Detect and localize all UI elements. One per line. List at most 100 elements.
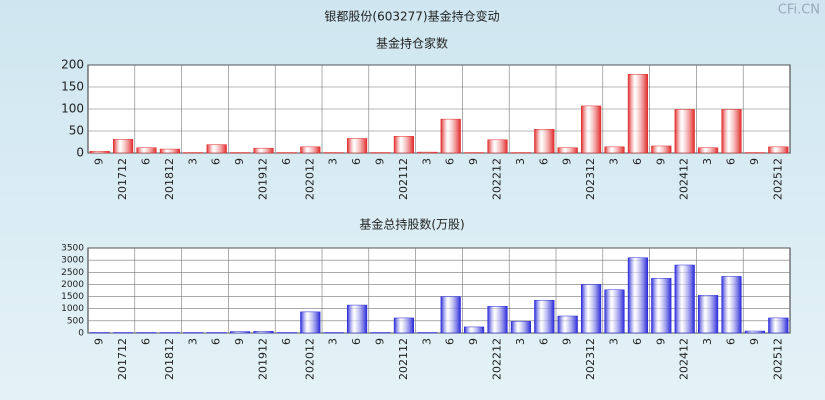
bar: [534, 128, 555, 154]
x-tick-label: 202012: [303, 338, 316, 380]
bar: [89, 150, 110, 154]
x-tick-label: 202112: [397, 338, 410, 380]
bar: [674, 264, 695, 334]
y-tick-label: 3000: [61, 256, 84, 266]
bar: [347, 304, 368, 334]
x-tick-label: 3: [420, 158, 433, 165]
bar: [487, 139, 508, 154]
bar: [393, 136, 414, 154]
x-tick-label: 9: [654, 158, 667, 165]
x-tick-label: 3: [327, 158, 340, 165]
x-tick-label: 3: [186, 338, 199, 345]
x-tick-label: 6: [444, 338, 457, 345]
bar: [557, 315, 578, 334]
bar: [721, 109, 742, 154]
x-tick-label: 3: [186, 158, 199, 165]
bar: [253, 147, 274, 154]
bar: [557, 147, 578, 154]
y-tick-label: 500: [67, 316, 84, 326]
x-tick-label: 201812: [163, 338, 176, 380]
chart-title: 基金持仓家数: [376, 36, 448, 51]
bar: [674, 109, 695, 154]
bar: [159, 148, 180, 154]
y-tick-label: 100: [61, 102, 84, 116]
y-tick-label: 3500: [61, 244, 84, 254]
bar: [581, 284, 602, 334]
bar: [347, 138, 368, 154]
x-tick-label: 202212: [491, 338, 504, 380]
x-tick-label: 6: [350, 338, 363, 345]
bar: [510, 321, 531, 334]
y-tick-label: 1000: [61, 304, 84, 314]
x-tick-label: 6: [140, 158, 153, 165]
bar: [440, 118, 461, 154]
bar: [440, 296, 461, 334]
bar: [768, 146, 789, 154]
bar: [604, 146, 625, 154]
bar: [487, 306, 508, 334]
y-tick-label: 50: [69, 124, 84, 138]
bar: [698, 295, 719, 334]
x-tick-label: 201712: [116, 158, 129, 200]
bar: [113, 139, 134, 154]
x-tick-label: 9: [374, 338, 387, 345]
x-tick-label: 9: [93, 338, 106, 345]
x-tick-label: 201712: [116, 338, 129, 380]
bar: [300, 311, 321, 334]
bar: [417, 151, 438, 154]
bar: [464, 326, 485, 334]
x-tick-label: 3: [327, 338, 340, 345]
y-tick-label: 0: [76, 146, 84, 160]
bar: [581, 105, 602, 154]
x-tick-label: 6: [444, 158, 457, 165]
bar: [534, 299, 555, 334]
x-tick-label: 9: [93, 158, 106, 165]
bar: [300, 146, 321, 154]
x-tick-label: 202412: [678, 158, 691, 200]
x-tick-label: 3: [514, 338, 527, 345]
watermark: CFi.CN: [778, 3, 820, 18]
bar: [744, 330, 765, 334]
y-tick-label: 200: [61, 58, 84, 72]
x-tick-label: 3: [701, 158, 714, 165]
y-tick-label: 1500: [61, 292, 84, 302]
x-tick-label: 3: [701, 338, 714, 345]
x-tick-label: 6: [725, 158, 738, 165]
bar: [651, 145, 672, 154]
x-tick-label: 6: [210, 158, 223, 165]
x-tick-label: 9: [748, 338, 761, 345]
x-tick-label: 6: [537, 158, 550, 165]
x-tick-label: 6: [631, 158, 644, 165]
x-tick-label: 3: [420, 338, 433, 345]
x-tick-label: 9: [374, 158, 387, 165]
x-tick-label: 3: [608, 338, 621, 345]
y-tick-label: 0: [78, 329, 84, 339]
x-tick-label: 201912: [257, 158, 270, 200]
bar: [698, 147, 719, 154]
x-tick-label: 9: [233, 338, 246, 345]
bar: [604, 289, 625, 334]
x-tick-label: 6: [631, 338, 644, 345]
x-tick-label: 202412: [678, 338, 691, 380]
bar: [627, 257, 648, 334]
x-tick-label: 9: [233, 158, 246, 165]
bar: [721, 276, 742, 334]
x-tick-label: 6: [537, 338, 550, 345]
x-tick-label: 9: [654, 338, 667, 345]
bar: [651, 278, 672, 334]
x-tick-label: 6: [280, 158, 293, 165]
x-tick-label: 202512: [771, 338, 784, 380]
x-tick-label: 9: [748, 158, 761, 165]
plot-area: [87, 247, 791, 334]
x-tick-label: 202312: [584, 338, 597, 380]
x-tick-label: 201912: [257, 338, 270, 380]
y-tick-label: 150: [61, 80, 84, 94]
x-tick-label: 202212: [491, 158, 504, 200]
x-tick-label: 9: [467, 158, 480, 165]
bar: [136, 147, 157, 154]
x-tick-label: 9: [561, 338, 574, 345]
x-tick-label: 6: [725, 338, 738, 345]
x-tick-label: 201812: [163, 158, 176, 200]
bar: [253, 331, 274, 334]
bar: [627, 73, 648, 154]
